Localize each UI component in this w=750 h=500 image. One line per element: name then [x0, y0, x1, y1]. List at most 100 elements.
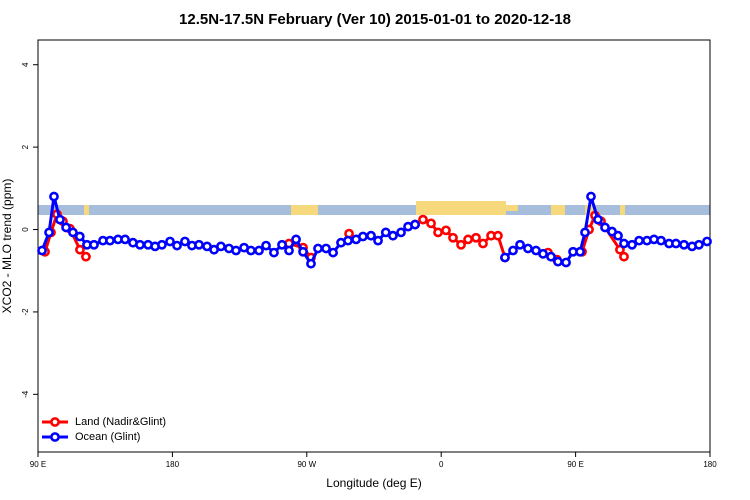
- point: [410, 219, 420, 230]
- point: [593, 214, 603, 225]
- point: [441, 225, 451, 236]
- legend-label: Land (Nadir&Glint): [75, 416, 166, 428]
- point: [600, 222, 610, 233]
- point: [135, 239, 145, 250]
- point: [37, 245, 47, 256]
- y-tick-label: 4: [21, 62, 30, 67]
- point: [231, 245, 241, 256]
- point: [463, 234, 473, 245]
- land-band: [416, 201, 506, 215]
- x-tick-label: 180: [703, 460, 717, 469]
- point: [702, 236, 712, 247]
- point: [553, 256, 563, 267]
- point: [75, 244, 85, 255]
- point: [656, 235, 666, 246]
- point: [586, 191, 596, 202]
- point: [343, 235, 353, 246]
- point: [74, 231, 85, 242]
- point: [613, 230, 623, 241]
- x-tick-label: 90 E: [567, 460, 583, 469]
- point: [500, 252, 510, 263]
- point: [157, 239, 167, 250]
- point: [254, 245, 264, 256]
- point: [328, 247, 338, 258]
- point: [81, 251, 91, 262]
- point: [358, 231, 368, 242]
- legend-marker: [50, 417, 60, 427]
- y-tick-label: 2: [21, 144, 30, 149]
- point: [261, 240, 271, 251]
- point: [246, 245, 256, 256]
- point: [277, 239, 287, 250]
- point: [634, 235, 644, 246]
- x-tick-label: 0: [439, 460, 444, 469]
- point: [627, 239, 637, 250]
- point: [671, 238, 681, 249]
- x-axis-label: Longitude (deg E): [326, 476, 421, 490]
- point: [471, 232, 481, 243]
- point: [373, 235, 383, 246]
- point: [284, 245, 294, 256]
- point: [515, 239, 525, 250]
- point: [388, 230, 398, 241]
- point: [44, 227, 54, 238]
- point: [180, 236, 190, 247]
- point: [396, 227, 406, 238]
- point: [575, 246, 585, 257]
- point: [538, 248, 548, 259]
- point: [546, 251, 556, 262]
- y-tick-label: 0: [21, 227, 30, 232]
- point: [313, 243, 323, 254]
- point: [61, 222, 71, 233]
- point: [433, 227, 443, 238]
- chart-title: 12.5N-17.5N February (Ver 10) 2015-01-01…: [179, 11, 571, 28]
- point: [580, 227, 590, 238]
- point: [68, 227, 78, 238]
- land-band: [506, 205, 518, 211]
- point: [493, 230, 503, 241]
- point: [291, 234, 301, 245]
- x-tick-label: 90 E: [30, 460, 46, 469]
- point: [321, 243, 331, 254]
- point: [456, 239, 466, 250]
- point: [561, 257, 571, 268]
- point: [619, 238, 629, 249]
- land-band: [620, 205, 625, 215]
- point: [105, 235, 115, 246]
- point: [366, 230, 376, 241]
- plot-frame: [37, 39, 711, 453]
- point: [120, 234, 130, 245]
- point: [694, 239, 704, 250]
- legend-marker: [50, 432, 60, 442]
- ocean-band: [38, 205, 710, 215]
- x-tick-label: 90 W: [297, 460, 316, 469]
- point: [172, 240, 182, 251]
- point: [194, 239, 204, 250]
- point: [89, 239, 99, 250]
- point: [418, 214, 428, 225]
- point: [165, 236, 175, 247]
- y-tick-label: -4: [21, 390, 30, 398]
- point: [55, 214, 65, 225]
- y-tick-label: -2: [21, 308, 30, 316]
- point: [523, 243, 533, 254]
- land-band: [84, 205, 89, 215]
- point: [269, 247, 279, 258]
- x-tick-label: 180: [166, 460, 180, 469]
- land-band: [291, 205, 318, 215]
- point: [508, 245, 518, 256]
- legend-label: Ocean (Glint): [75, 431, 140, 443]
- land-band: [551, 205, 565, 215]
- point: [306, 258, 316, 269]
- y-axis-label: XCO2 - MLO trend (ppm): [0, 179, 14, 314]
- land-ocean-band: [38, 201, 710, 215]
- point: [679, 239, 689, 250]
- point: [49, 191, 59, 202]
- point: [619, 251, 629, 262]
- point: [298, 246, 308, 257]
- point: [448, 232, 458, 243]
- point: [478, 238, 488, 249]
- point: [216, 241, 226, 252]
- point: [426, 218, 436, 229]
